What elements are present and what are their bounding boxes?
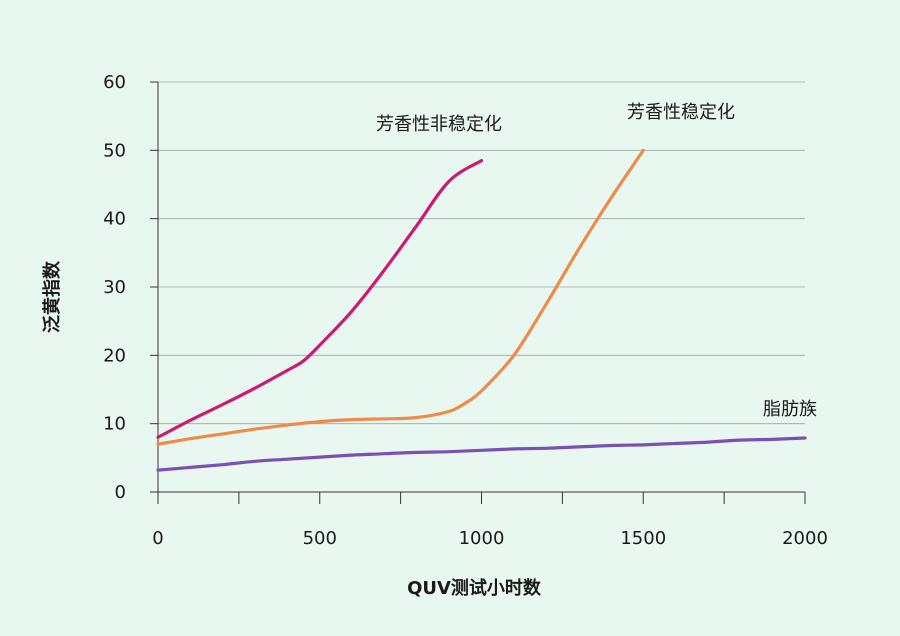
series-label-2: 芳香性稳定化 [627,102,735,123]
y-axis-title: 泛黄指数 [41,260,63,333]
x-axis-title: QUV测试小时数 [407,577,542,599]
y-tick-label-10: 10 [103,414,126,435]
y-tick-label-30: 30 [103,277,126,298]
grid-lines [158,81,805,493]
series-group [156,148,807,472]
series-label-1: 芳香性非稳定化 [376,114,502,135]
tick-labels: 0 10 20 30 40 50 60 0 500 1000 1500 2000 [103,72,828,549]
y-tick-label-60: 60 [103,72,126,93]
x-tick-label-500: 500 [303,528,337,549]
y-tick-label-0: 0 [115,482,126,503]
y-tick-label-20: 20 [103,345,126,366]
y-tick-label-40: 40 [103,209,126,230]
series-line-1 [156,159,484,439]
x-tick-label-2000: 2000 [782,528,828,549]
y-tick-label-50: 50 [103,140,126,161]
series-label-3: 脂肪族 [763,399,817,420]
x-tick-label-1500: 1500 [620,528,666,549]
x-tick-label-0: 0 [152,528,163,549]
axes [150,81,806,504]
series-line-2 [156,148,645,446]
x-tick-label-1000: 1000 [459,528,505,549]
series-line-3 [156,436,807,472]
